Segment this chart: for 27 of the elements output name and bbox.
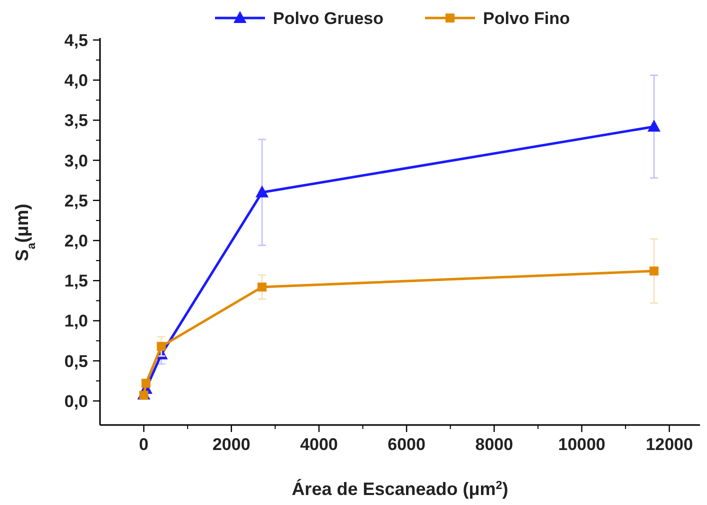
y-tick-label: 1,0 — [64, 312, 88, 331]
x-tick-label: 2000 — [212, 435, 250, 454]
y-tick-label: 0,5 — [64, 352, 88, 371]
legend-label: Polvo Fino — [483, 9, 570, 28]
point — [648, 120, 661, 132]
legend-label: Polvo Grueso — [273, 9, 384, 28]
y-tick-label: 4,5 — [64, 31, 88, 50]
x-tick-label: 4000 — [300, 435, 338, 454]
y-tick-label: 2,5 — [64, 191, 88, 210]
x-tick-label: 0 — [139, 435, 149, 454]
y-tick-label: 3,0 — [64, 151, 88, 170]
point — [141, 378, 150, 388]
x-axis-title: Área de Escaneado (μm$^{2}$) — [292, 478, 508, 499]
point — [156, 342, 166, 351]
y-tick-label: 4,0 — [64, 71, 88, 90]
y-tick-label: 3,5 — [64, 111, 88, 130]
y-tick-label: 2,0 — [64, 232, 88, 251]
point — [650, 266, 659, 276]
point — [258, 282, 267, 292]
point — [139, 390, 148, 400]
y-tick-label: 0,0 — [64, 392, 88, 411]
x-tick-label: 10000 — [558, 435, 606, 454]
x-tick-label: 12000 — [646, 435, 693, 454]
y-tick-label: 1,5 — [64, 272, 88, 291]
x-tick-label: 8000 — [475, 435, 514, 454]
point — [256, 185, 269, 198]
x-tick-label: 6000 — [388, 435, 426, 454]
